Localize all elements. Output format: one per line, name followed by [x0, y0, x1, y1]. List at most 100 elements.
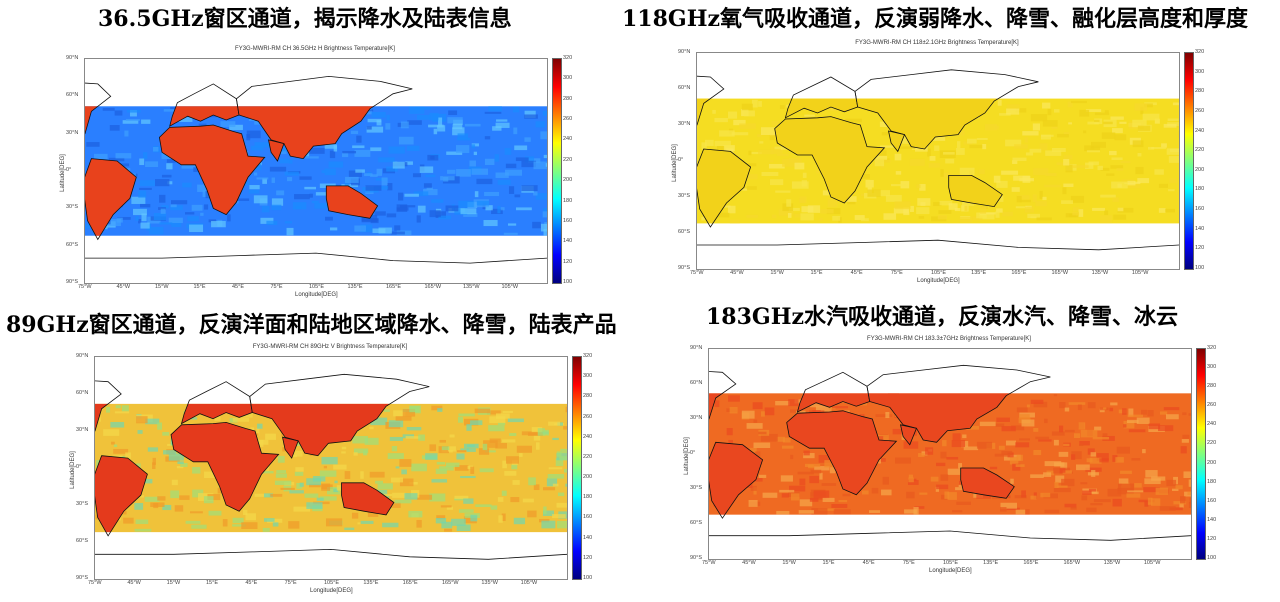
swath-texture	[144, 496, 160, 502]
swath-texture	[847, 201, 856, 205]
lon-tick-label: 75°W	[702, 560, 716, 566]
swath-texture	[136, 416, 148, 424]
lon-tick-label: 75°W	[690, 270, 704, 276]
swath-texture	[189, 224, 204, 233]
swath-texture	[885, 412, 890, 419]
swath-texture	[1067, 101, 1073, 108]
swath-texture	[157, 422, 163, 430]
swath-texture	[778, 209, 794, 216]
swath-texture	[932, 136, 946, 141]
swath-texture	[232, 524, 246, 527]
swath-texture	[1158, 425, 1174, 432]
swath-texture	[940, 169, 944, 177]
swath-texture	[1053, 487, 1071, 493]
colorbar-tick-label: 140	[1195, 225, 1205, 232]
swath-texture	[85, 224, 91, 229]
swath-texture	[376, 489, 388, 496]
swath-texture	[1086, 507, 1097, 513]
swath-texture	[994, 453, 1011, 457]
swath-texture	[881, 489, 892, 496]
swath-texture	[458, 509, 474, 513]
swath-texture	[535, 121, 546, 128]
swath-texture	[204, 471, 216, 479]
swath-texture	[222, 519, 228, 527]
swath-texture	[992, 495, 1003, 500]
swath-texture	[304, 493, 319, 498]
swath-texture	[779, 105, 785, 110]
swath-texture	[388, 420, 404, 428]
swath-texture	[197, 184, 208, 192]
lat-tick-label: 30°S	[678, 193, 690, 199]
swath-texture	[1127, 180, 1136, 186]
lon-tick-label: 15°E	[810, 270, 823, 276]
swath-texture	[514, 194, 521, 198]
swath-texture	[1137, 152, 1142, 157]
swath-texture	[933, 202, 942, 207]
swath-texture	[476, 178, 493, 185]
colorbar-tick-label: 180	[583, 494, 593, 501]
swath-texture	[367, 118, 382, 123]
swath-texture	[399, 478, 414, 487]
swath-texture	[232, 417, 250, 422]
swath-texture	[264, 518, 275, 522]
swath-texture	[381, 177, 388, 186]
swath-texture	[438, 117, 443, 126]
swath-texture	[509, 433, 517, 436]
swath-texture	[168, 453, 184, 461]
swath-texture	[486, 410, 501, 415]
swath-texture	[1065, 213, 1079, 218]
swath-texture	[524, 137, 531, 142]
swath-texture	[159, 194, 166, 203]
lat-tick-label: 90°N	[66, 55, 79, 61]
swath-texture	[333, 145, 338, 152]
swath-texture	[1030, 114, 1048, 122]
swath-texture	[995, 423, 1005, 427]
lat-tick-label: 30°S	[76, 501, 88, 507]
swath-texture	[908, 474, 913, 479]
swath-texture	[918, 216, 925, 219]
swath-texture	[508, 186, 515, 194]
swath-texture	[253, 172, 258, 176]
coastline	[95, 380, 122, 432]
swath-texture	[1127, 183, 1141, 189]
colorbar-tick-label: 120	[1195, 245, 1205, 252]
y-axis-label: Latitude[DEG]	[59, 154, 66, 192]
swath-texture	[110, 421, 125, 428]
swath-texture	[984, 124, 998, 131]
swath-texture	[528, 477, 536, 486]
swath-texture	[392, 492, 406, 498]
swath-texture	[955, 487, 969, 491]
land-fill	[797, 393, 870, 412]
swath-texture	[126, 168, 131, 171]
lon-tick-label: 105°W	[1143, 560, 1161, 566]
colorbar-tick-label: 260	[583, 413, 593, 420]
swath-texture	[456, 169, 471, 177]
land-fill	[697, 98, 711, 125]
swath-texture	[483, 220, 498, 227]
swath-texture	[944, 491, 950, 499]
swath-texture	[920, 202, 926, 206]
coastline	[281, 436, 299, 459]
coastline	[887, 130, 906, 153]
swath-texture	[1100, 215, 1113, 224]
swath-texture	[1022, 131, 1039, 136]
swath-texture	[907, 479, 919, 485]
swath-texture	[375, 480, 383, 484]
swath-texture	[791, 181, 809, 189]
swath-texture	[771, 147, 783, 154]
swath-texture	[1179, 496, 1186, 504]
swath-texture	[333, 464, 347, 470]
swath-texture	[821, 483, 837, 486]
swath-texture	[816, 170, 821, 174]
lon-tick-label: 15°W	[782, 560, 796, 566]
swath-texture	[435, 517, 447, 524]
swath-texture	[1117, 487, 1134, 495]
swath-texture	[1032, 123, 1041, 131]
swath-texture	[552, 437, 559, 441]
colorbar-tick-label: 180	[1207, 478, 1217, 485]
coastline	[267, 139, 285, 162]
swath-texture	[370, 147, 382, 152]
swath-texture	[782, 203, 794, 212]
swath-texture	[1117, 483, 1135, 491]
swath-texture	[501, 513, 506, 522]
